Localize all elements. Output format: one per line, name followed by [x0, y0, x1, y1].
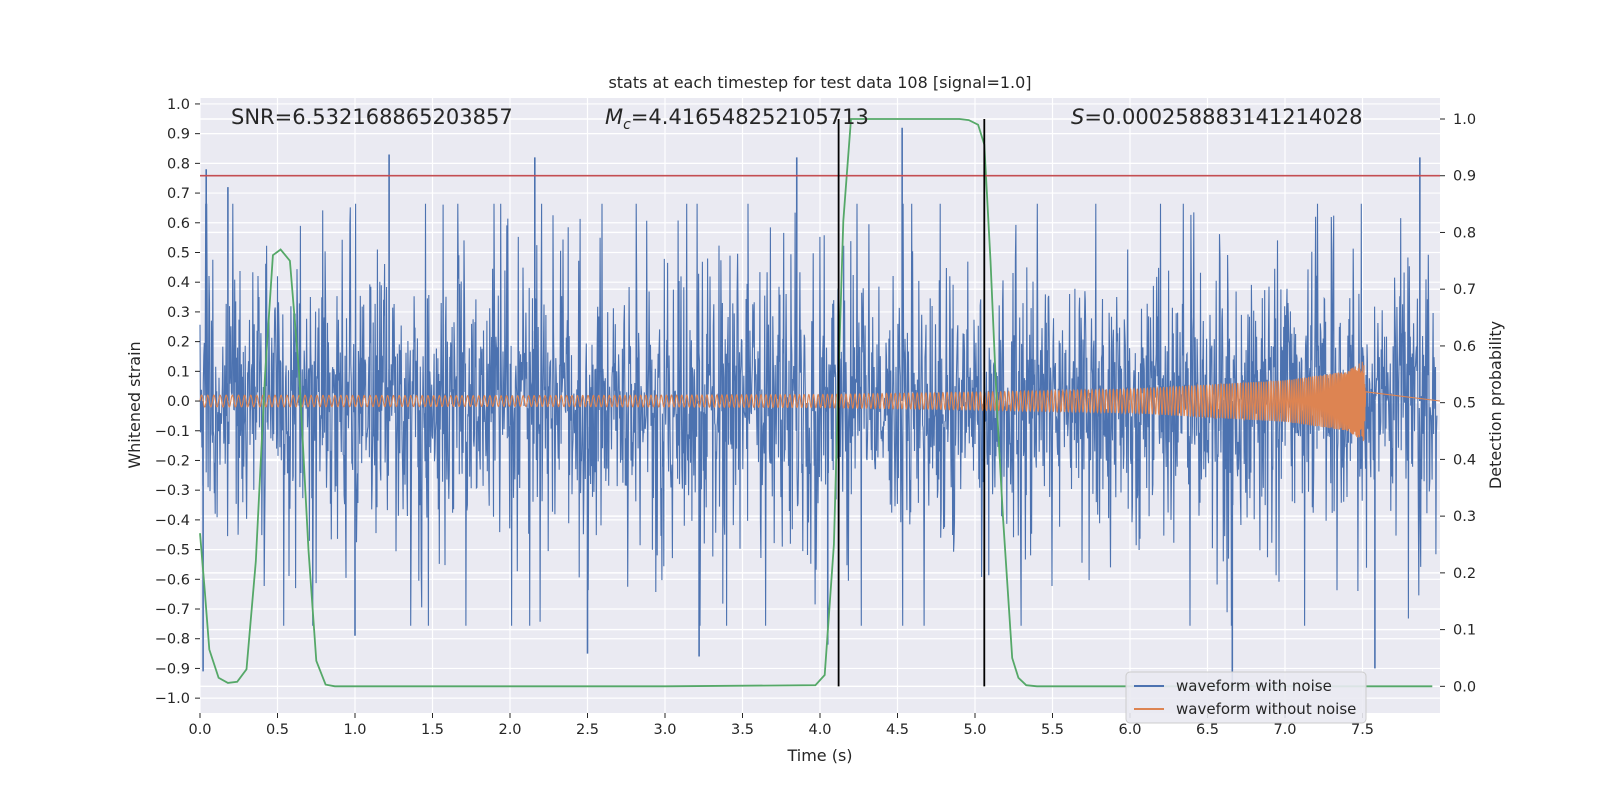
y-tick-label: 0.4	[167, 275, 190, 291]
y2-tick-label: 0.3	[1453, 509, 1476, 525]
y-tick-label: −0.8	[155, 632, 190, 648]
x-tick-label: 5.5	[1041, 722, 1064, 738]
s-symbol: S	[1071, 105, 1084, 129]
chart-title: stats at each timestep for test data 108…	[608, 73, 1031, 92]
y2-tick-label: 0.9	[1453, 169, 1476, 185]
x-tick-label: 1.5	[421, 722, 444, 738]
legend-box	[1125, 671, 1367, 724]
x-tick-label: 6.5	[1196, 722, 1219, 738]
y-tick-label: −0.3	[155, 483, 190, 499]
y-tick-labels: 1.0 0.9 0.8 0.7 0.6 0.5 0.4 0.3 0.2 0.1 0.0 −0.1 −0.…	[155, 97, 200, 707]
x-tick-label: 4.0	[808, 722, 831, 738]
y-tick-label: 0.1	[167, 364, 190, 380]
y2-tick-label: 1.0	[1453, 112, 1476, 128]
y2-tick-label: 0.2	[1453, 566, 1476, 582]
y-tick-label: −0.1	[155, 424, 190, 440]
x-tick-label: 7.5	[1351, 722, 1374, 738]
y2-tick-label: 0.8	[1453, 225, 1476, 241]
chirp-mass-symbol: M	[605, 105, 623, 129]
y2-tick-label: 0.0	[1453, 679, 1476, 695]
y-tick-label: −0.6	[155, 572, 190, 588]
legend-label-noise: waveform with noise	[1176, 677, 1332, 695]
x-tick-label: 3.0	[653, 722, 676, 738]
series-detection-probability	[199, 118, 1433, 688]
y-tick-label: 0.5	[167, 245, 190, 261]
legend-label-clean: waveform without noise	[1176, 700, 1356, 718]
y2-tick-label: 0.6	[1453, 339, 1476, 355]
y-axis-label: Whitened strain	[125, 341, 144, 468]
y-tick-label: −0.5	[155, 543, 190, 559]
y-tick-label: −0.7	[155, 602, 190, 618]
y-tick-label: −1.0	[155, 691, 190, 707]
snr-annotation: SNR=6.532168865203857	[231, 105, 513, 129]
probability-trace	[199, 118, 1433, 688]
y2-tick-label: 0.5	[1453, 396, 1476, 412]
x-tick-label: 1.0	[343, 722, 366, 738]
x-tick-labels: 0.0 0.5 1.0 1.5 2.0 2.5 3.0 3.5 4.0 4.5 5.0 5.5 6.0 6…	[188, 713, 1374, 738]
noise-trace	[199, 203, 1438, 626]
x-tick-label: 2.5	[576, 722, 599, 738]
y-tick-label: −0.4	[155, 513, 190, 529]
s-annotation: S=0.000258883141214028	[1071, 105, 1362, 129]
y2-tick-label: 0.7	[1453, 282, 1476, 298]
x-tick-label: 0.5	[266, 722, 289, 738]
series-waveform-with-noise	[199, 127, 1438, 690]
y-tick-label: 0.8	[167, 156, 190, 172]
y-tick-label: 0.0	[167, 394, 190, 410]
chirp-mass-annotation: Mc=4.416548252105713	[605, 105, 869, 133]
x-axis-label: Time (s)	[786, 746, 852, 765]
y-tick-label: 0.2	[167, 335, 190, 351]
y2-tick-label: 0.1	[1453, 623, 1476, 639]
x-tick-label: 5.0	[963, 722, 986, 738]
y-tick-label: 1.0	[167, 97, 190, 113]
s-value: =0.000258883141214028	[1084, 105, 1362, 129]
y2-tick-label: 0.4	[1453, 452, 1476, 468]
x-tick-label: 3.5	[731, 722, 754, 738]
x-tick-label: 7.0	[1273, 722, 1296, 738]
x-tick-label: 0.0	[188, 722, 211, 738]
y-tick-label: 0.6	[167, 216, 190, 232]
legend: waveform with noise waveform without noi…	[1125, 671, 1367, 724]
marker-lines	[837, 118, 986, 687]
y-tick-label: −0.9	[155, 661, 190, 677]
y2-tick-labels: 1.0 0.9 0.8 0.7 0.6 0.5 0.4 0.3 0.2 0.1 0.0	[1440, 112, 1476, 695]
x-tick-label: 4.5	[886, 722, 909, 738]
y-tick-label: 0.9	[167, 127, 190, 143]
y-tick-label: 0.3	[167, 305, 190, 321]
x-tick-label: 6.0	[1118, 722, 1141, 738]
chirp-trace	[199, 361, 1441, 442]
y-tick-label: −0.2	[155, 453, 190, 469]
chirp-mass-subscript: c	[623, 117, 631, 133]
chirp-mass-value: =4.416548252105713	[631, 105, 869, 129]
y2-axis-label: Detection probability	[1486, 321, 1505, 489]
x-tick-label: 2.0	[498, 722, 521, 738]
series-waveform-without-noise	[199, 361, 1441, 442]
y-tick-label: 0.7	[167, 186, 190, 202]
